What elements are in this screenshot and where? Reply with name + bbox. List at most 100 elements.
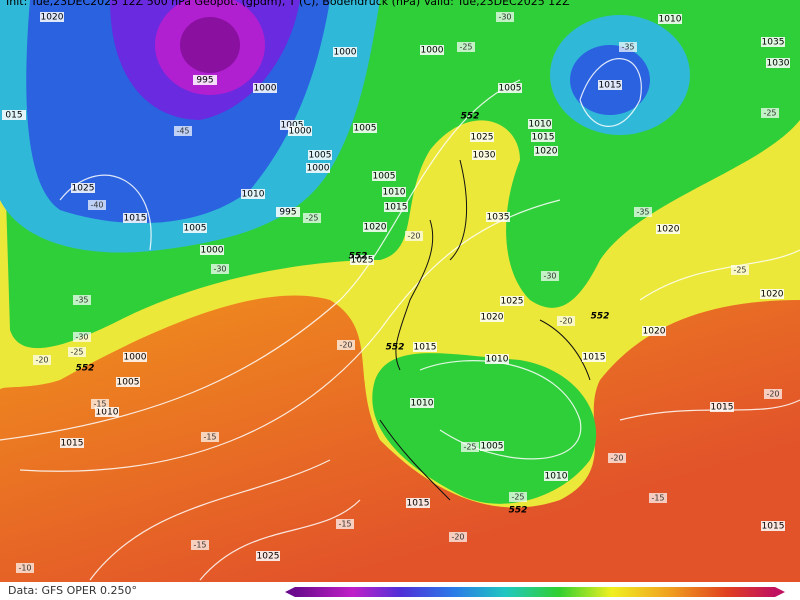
temperature-label-bg — [68, 347, 86, 357]
isobar-label: 1015 — [61, 439, 84, 449]
isobar-label: 1000 — [289, 127, 312, 137]
isobar-label: 1005 — [184, 224, 207, 234]
isobar-label-bg — [60, 438, 84, 448]
isobar-label: 995 — [196, 76, 213, 86]
isobar-label-bg — [534, 146, 558, 156]
isobar-label-bg — [480, 441, 504, 451]
isobar-label: 1025 — [351, 256, 374, 266]
temperature-label: -15 — [338, 520, 351, 529]
isobar-label: 1020 — [657, 225, 680, 235]
temperature-label: -35 — [75, 296, 88, 305]
isobar-label: 1010 — [242, 190, 265, 200]
temperature-label-bg — [731, 265, 749, 275]
temperature-label: -20 — [610, 454, 623, 463]
isobar-label: 1020 — [481, 313, 504, 323]
isobar-label-bg — [363, 222, 387, 232]
isobar-label-bg — [288, 126, 312, 136]
isobar-label-bg — [761, 521, 785, 531]
coastlines — [379, 159, 591, 501]
isobar-label-bg — [123, 352, 147, 362]
temperature-label: -20 — [407, 232, 420, 241]
isobar-label: 1010 — [486, 355, 509, 365]
temperature-label-bg — [201, 432, 219, 442]
height-labels: 552 552 552 552 552 552 — [76, 112, 610, 516]
isobar-label: 1035 — [762, 38, 785, 48]
temperature-label: -20 — [35, 356, 48, 365]
isobar-label: 1005 — [281, 121, 304, 131]
isobar-label: 1010 — [545, 472, 568, 482]
height-label: 552 — [349, 252, 368, 262]
isobar-label: 1015 — [583, 353, 606, 363]
temperature-label: -20 — [559, 317, 572, 326]
isobar-label: 015 — [5, 111, 22, 121]
isobar-label-bg — [420, 45, 444, 55]
height-label: 552 — [386, 343, 405, 353]
temperature-label: -40 — [90, 201, 103, 210]
temperature-label: -25 — [305, 214, 318, 223]
isobar-label: 1005 — [481, 442, 504, 452]
temperature-label: -25 — [463, 443, 476, 452]
isobar-label-bg — [2, 110, 26, 120]
temperature-label-bg — [73, 332, 91, 342]
isobar-label: 1010 — [659, 15, 682, 25]
isobar-label: 1005 — [309, 151, 332, 161]
purple-core — [180, 17, 240, 73]
isobar-label: 1015 — [385, 203, 408, 213]
temperature-label: -20 — [451, 533, 464, 542]
isobar-label: 1025 — [471, 133, 494, 143]
isobar-label-bg — [256, 551, 280, 561]
temperature-label-bg — [91, 399, 109, 409]
data-source: Data: GFS OPER 0.250° — [8, 584, 137, 597]
temperature-label-bg — [649, 493, 667, 503]
temperature-label-bg — [509, 492, 527, 502]
temperature-label: -35 — [636, 208, 649, 217]
isobar-label-bg — [486, 212, 510, 222]
temperature-label-bg — [619, 42, 637, 52]
temperature-label-bg — [761, 108, 779, 118]
header-title: Init: Tue,23DEC2025 12Z 500 hPa Geopot. … — [6, 0, 570, 8]
temperature-label-bg — [191, 540, 209, 550]
temperature-label-bg — [16, 563, 34, 573]
isobar-label: 1020 — [41, 13, 64, 23]
isobar-label: 1010 — [383, 188, 406, 198]
isobar-label-bg — [761, 37, 785, 47]
isobar-label: 1000 — [254, 84, 277, 94]
temperature-label-bg — [557, 316, 575, 326]
isobar-label-bg — [410, 398, 434, 408]
isobar-label-bg — [642, 326, 666, 336]
isobar-label-bg — [276, 207, 300, 217]
isobar-label: 1000 — [307, 164, 330, 174]
temperature-label: -25 — [70, 348, 83, 357]
isobar-label-bg — [500, 296, 524, 306]
isobar-label-bg — [350, 255, 374, 265]
isobar-label-bg — [485, 354, 509, 364]
isobar-label-bg — [306, 163, 330, 173]
temperature-labels: -25 -30 -35 -25 -45 -40 -30 -35 -30 -25 -20 -15 -25 -… — [16, 12, 782, 573]
isobar-label: 1015 — [532, 133, 555, 143]
temperature-label-bg — [457, 42, 475, 52]
isobar-label: 1000 — [421, 46, 444, 56]
temperature-label-bg — [764, 389, 782, 399]
color-bar — [285, 587, 785, 597]
isobar-label: 1005 — [354, 124, 377, 134]
isobar-label-bg — [582, 352, 606, 362]
temperature-label: -30 — [543, 272, 556, 281]
isobar-label-bg — [353, 123, 377, 133]
temperature-label: -20 — [339, 341, 352, 350]
isobar-label: 1020 — [643, 327, 666, 337]
height-label: 552 — [591, 312, 610, 322]
temperature-label-bg — [541, 271, 559, 281]
isobar-label-bg — [200, 245, 224, 255]
isobar-label-bg — [372, 171, 396, 181]
isobar-label: 1010 — [96, 408, 119, 418]
isobar-label: 1015 — [599, 81, 622, 91]
isobar-label-bg — [333, 47, 357, 57]
isobar-label-bg — [656, 224, 680, 234]
height-label: 552 — [509, 506, 528, 516]
isobar-label-bg — [413, 342, 437, 352]
isobar-label-bg — [531, 132, 555, 142]
isobar-label: 1000 — [124, 353, 147, 363]
